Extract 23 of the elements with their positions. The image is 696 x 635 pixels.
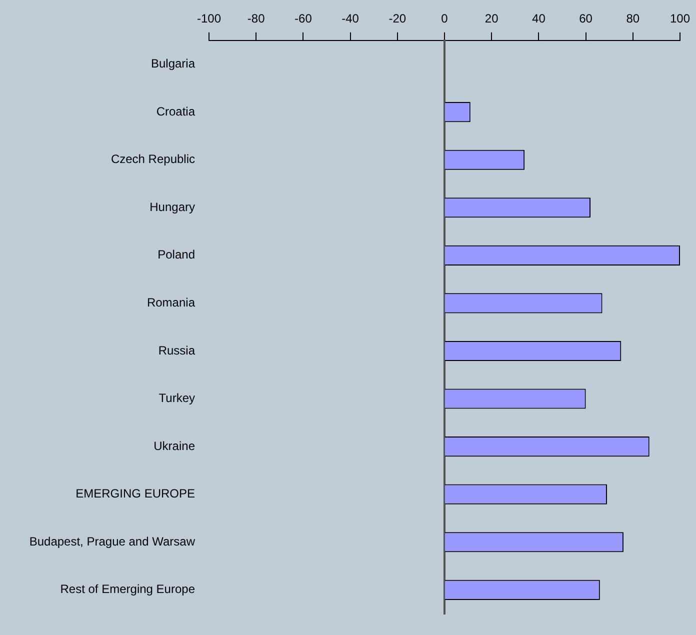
y-tick-label: EMERGING EUROPE — [76, 486, 195, 501]
x-tick-label: 100 — [670, 12, 690, 26]
y-tick-label: Poland — [158, 248, 195, 262]
y-tick-label: Rest of Emerging Europe — [60, 582, 196, 596]
x-tick-label: 80 — [626, 12, 640, 26]
y-tick-label: Turkey — [158, 391, 195, 406]
y-tick-label: Ukraine — [154, 438, 196, 453]
y-tick-label: Hungary — [150, 200, 195, 214]
x-tick-label: 0 — [441, 12, 448, 26]
y-tick-label: Czech Republic — [110, 152, 195, 166]
x-tick-label: 20 — [484, 12, 499, 26]
y-tick-label: Croatia — [156, 104, 196, 118]
x-tick-label: -60 — [294, 12, 312, 26]
x-tick-label: -20 — [388, 12, 406, 26]
x-tick-label: -80 — [247, 12, 266, 26]
x-tick-label: -100 — [196, 12, 222, 26]
x-tick-label: 60 — [579, 12, 593, 26]
y-tick-label: Russia — [158, 343, 196, 358]
x-tick-label: 40 — [532, 12, 546, 26]
y-tick-label: Budapest, Prague and Warsaw — [29, 534, 196, 548]
y-tick-label: Bulgaria — [150, 56, 196, 71]
y-tick-label: Romania — [146, 296, 196, 310]
x-tick-label: -40 — [342, 12, 360, 26]
